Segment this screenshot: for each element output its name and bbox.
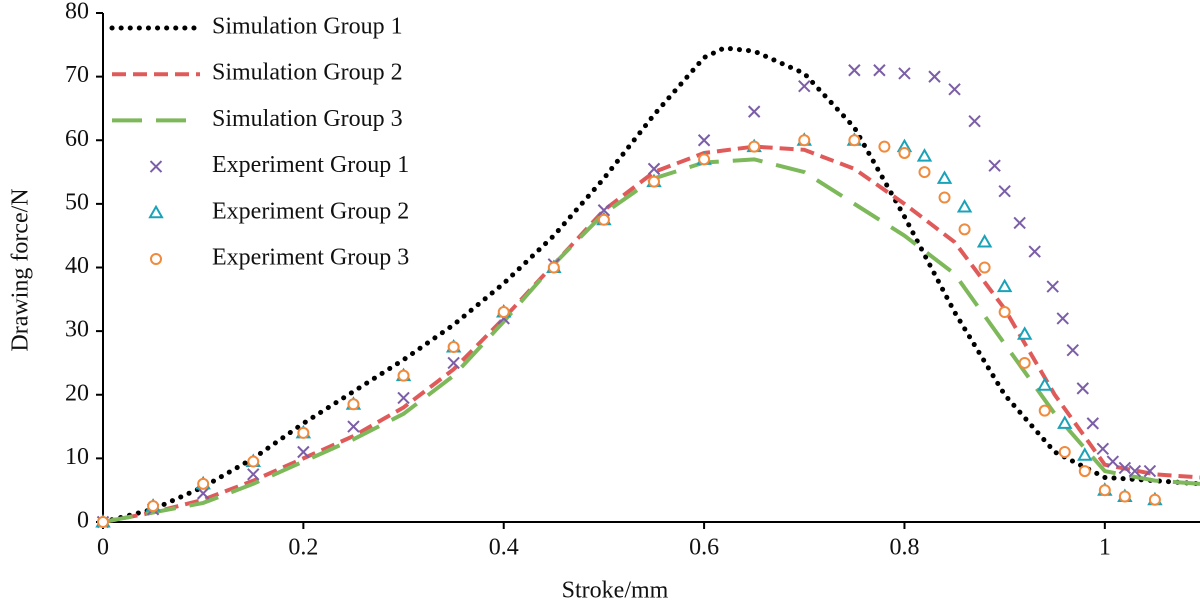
- marker-x: [968, 114, 981, 128]
- marker-triangle: [1016, 326, 1033, 340]
- marker-circle: [597, 213, 610, 226]
- marker-circle: [938, 191, 951, 204]
- marker-x: [196, 487, 210, 500]
- legend-swatch: [149, 160, 163, 173]
- marker-circle: [698, 153, 711, 166]
- marker-x: [397, 391, 410, 405]
- marker-triangle: [996, 278, 1013, 293]
- marker-circle: [97, 516, 109, 528]
- marker-x: [297, 445, 310, 459]
- y-tick-label: 30: [65, 317, 89, 343]
- marker-x: [1028, 245, 1041, 258]
- marker-x: [1118, 461, 1132, 475]
- y-tick-label: 40: [65, 253, 89, 279]
- marker-circle: [297, 426, 310, 439]
- marker-circle: [197, 477, 210, 490]
- marker-triangle: [1057, 415, 1073, 429]
- marker-x: [1096, 442, 1110, 456]
- marker-x: [1128, 464, 1142, 478]
- legend-label: Simulation Group 2: [212, 60, 403, 86]
- y-axis-title: Drawing force/N: [8, 188, 34, 351]
- legend-label: Experiment Group 3: [212, 245, 409, 271]
- marker-triangle: [916, 148, 933, 162]
- marker-circle: [1118, 490, 1131, 503]
- marker-x: [848, 64, 861, 77]
- marker-circle: [497, 306, 510, 319]
- y-tick-label: 0: [77, 508, 89, 534]
- marker-circle: [247, 455, 260, 468]
- marker-x: [928, 70, 941, 83]
- marker-circle: [1078, 465, 1091, 478]
- marker-circle: [1058, 446, 1071, 459]
- y-tick-label: 10: [65, 444, 89, 470]
- marker-x: [247, 468, 260, 481]
- legend-label: Experiment Group 2: [212, 198, 409, 224]
- marker-x: [1076, 382, 1089, 395]
- marker-circle: [447, 341, 460, 354]
- marker-circle: [1018, 356, 1031, 369]
- marker-x: [948, 83, 961, 96]
- x-tick-label: 0.8: [889, 535, 919, 561]
- marker-x: [1106, 455, 1120, 468]
- marker-x: [988, 159, 1001, 172]
- marker-x: [647, 162, 661, 176]
- marker-triangle: [956, 199, 973, 213]
- marker-triangle: [1077, 447, 1093, 461]
- marker-x: [747, 105, 761, 118]
- legend-label: Simulation Group 1: [212, 14, 403, 40]
- marker-x: [1143, 464, 1157, 478]
- marker-triangle: [936, 170, 953, 184]
- y-tick-label: 60: [65, 126, 89, 152]
- marker-circle: [547, 261, 560, 274]
- marker-circle: [648, 175, 661, 188]
- marker-x: [1046, 280, 1059, 293]
- marker-x: [347, 420, 360, 433]
- y-tick-label: 70: [65, 62, 89, 88]
- legend-label: Simulation Group 3: [212, 106, 403, 132]
- marker-triangle: [976, 234, 993, 248]
- marker-x: [873, 64, 886, 77]
- marker-triangle: [1036, 377, 1053, 391]
- marker-circle: [798, 134, 811, 147]
- marker-x: [898, 67, 911, 80]
- marker-circle: [958, 223, 971, 236]
- marker-circle: [978, 261, 991, 274]
- x-tick-label: 0.4: [489, 535, 519, 561]
- marker-circle: [998, 306, 1011, 319]
- x-tick-label: 0: [97, 535, 109, 561]
- marker-circle: [397, 369, 410, 382]
- marker-circle: [918, 166, 931, 179]
- marker-circle: [1148, 493, 1161, 506]
- series-line: [100, 45, 1200, 525]
- marker-circle: [1038, 404, 1051, 417]
- marker-x: [697, 134, 711, 147]
- legend-swatch: [148, 204, 164, 219]
- marker-x: [1056, 312, 1069, 325]
- x-tick-label: 1: [1099, 535, 1111, 561]
- marker-circle: [848, 134, 861, 147]
- marker-circle: [147, 500, 160, 513]
- legend-swatch: [150, 253, 162, 265]
- marker-x: [1086, 417, 1100, 430]
- marker-circle: [1098, 484, 1111, 497]
- marker-x: [1013, 216, 1026, 230]
- marker-circle: [748, 140, 761, 153]
- x-tick-label: 0.6: [689, 535, 719, 561]
- x-axis-title: Stroke/mm: [562, 578, 669, 604]
- marker-x: [998, 184, 1011, 198]
- marker-x: [1066, 344, 1079, 357]
- y-tick-label: 20: [65, 380, 89, 406]
- marker-x: [597, 204, 611, 217]
- marker-x: [447, 356, 460, 370]
- marker-circle: [878, 140, 891, 153]
- legend-label: Experiment Group 1: [212, 152, 409, 178]
- x-tick-label: 0.2: [288, 535, 318, 561]
- y-tick-label: 80: [65, 0, 89, 25]
- y-tick-label: 50: [65, 189, 89, 215]
- marker-x: [798, 79, 811, 93]
- marker-circle: [898, 146, 911, 159]
- marker-circle: [347, 398, 360, 411]
